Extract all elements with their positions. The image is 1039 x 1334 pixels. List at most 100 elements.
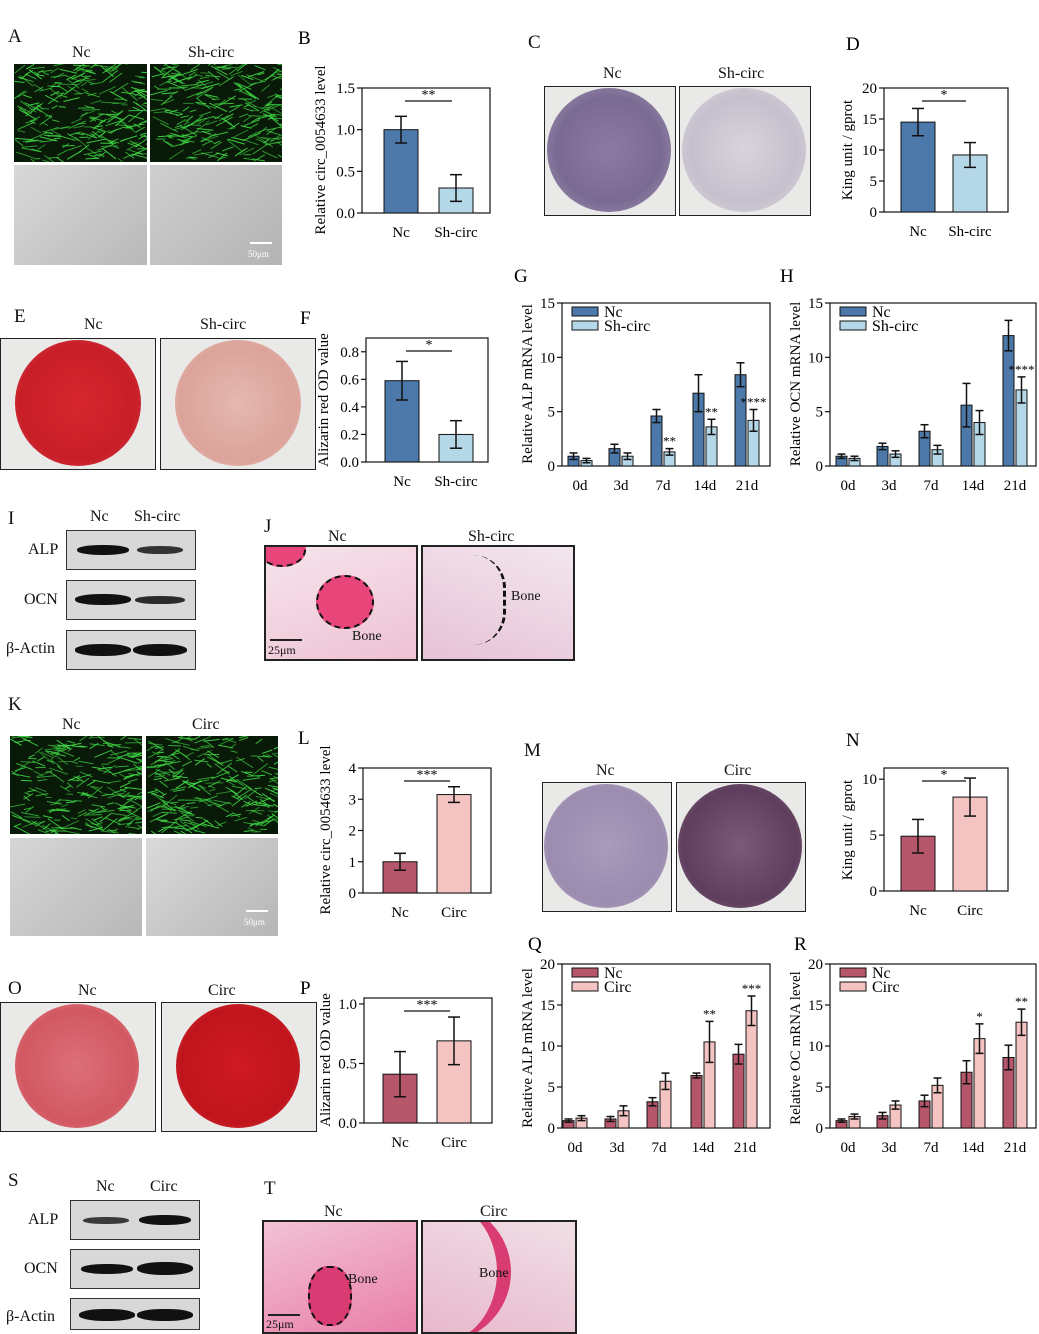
x-tick-label: 0d <box>573 478 589 494</box>
y-tick-label: 10 <box>862 143 877 159</box>
x-tick-label: Sh-circ <box>434 474 478 490</box>
bar <box>735 375 746 466</box>
bar <box>437 795 471 893</box>
x-tick-label: 21d <box>1004 478 1027 494</box>
panel-letter-p: P <box>300 978 311 999</box>
y-tick-label: 1.5 <box>336 81 355 97</box>
y-tick-label: 1.0 <box>336 123 355 139</box>
significance-label: * <box>426 338 433 353</box>
x-tick-label: 3d <box>610 1140 626 1156</box>
significance-label: ** <box>1015 994 1028 1009</box>
significance-label: *** <box>742 981 762 996</box>
y-tick-label: 4 <box>349 761 357 777</box>
x-tick-label: 0d <box>841 478 857 494</box>
x-tick-label: Nc <box>393 474 411 490</box>
x-tick-label: 14d <box>962 1140 985 1156</box>
bar <box>1016 1022 1027 1128</box>
x-tick-label: 14d <box>692 1140 715 1156</box>
y-axis-label: Relative OCN mRNA level <box>788 302 804 467</box>
y-tick-label: 0.6 <box>340 372 359 388</box>
x-tick-label: 0d <box>568 1140 584 1156</box>
x-tick-label: 14d <box>694 478 717 494</box>
legend-swatch <box>572 307 598 316</box>
x-tick-label: 3d <box>614 478 630 494</box>
y-tick-label: 15 <box>862 112 877 128</box>
x-tick-label: Nc <box>909 224 927 240</box>
x-tick-label: 21d <box>1004 1140 1027 1156</box>
significance-label: ** <box>703 1006 716 1021</box>
x-tick-label: 7d <box>656 478 672 494</box>
significance-label: * <box>941 768 948 783</box>
significance-label: *** <box>417 998 438 1013</box>
y-tick-label: 5 <box>548 405 556 421</box>
y-tick-label: 0 <box>870 205 878 221</box>
y-tick-label: 20 <box>862 81 877 97</box>
y-tick-label: 0.5 <box>336 164 355 180</box>
legend-swatch <box>840 307 866 316</box>
y-tick-label: 20 <box>808 957 823 973</box>
y-tick-label: 5 <box>548 1080 556 1096</box>
x-tick-label: 3d <box>882 478 898 494</box>
y-tick-label: 5 <box>816 1080 824 1096</box>
significance-label: ** <box>663 434 676 449</box>
x-tick-label: 14d <box>962 478 985 494</box>
x-tick-label: 0d <box>841 1140 857 1156</box>
y-tick-label: 0 <box>548 459 556 475</box>
bar <box>1003 336 1014 466</box>
legend-label: Circ <box>604 979 632 996</box>
bar <box>691 1076 702 1128</box>
x-tick-label: Sh-circ <box>434 225 478 241</box>
y-axis-label: Relative circ_0054633 level <box>313 65 329 234</box>
y-tick-label: 10 <box>808 1039 823 1055</box>
significance-label: *** <box>417 768 438 783</box>
panel-letter-q: Q <box>528 934 542 955</box>
x-tick-label: 3d <box>882 1140 898 1156</box>
significance-label: ** <box>705 404 718 419</box>
y-tick-label: 10 <box>540 350 555 366</box>
y-axis-label: Alizarin red OD value <box>316 333 332 467</box>
x-tick-label: Nc <box>909 903 927 919</box>
legend-label: Sh-circ <box>872 318 918 335</box>
bar <box>651 416 662 466</box>
x-tick-label: 21d <box>736 478 759 494</box>
y-tick-label: 0.0 <box>340 455 359 471</box>
y-axis-label: King unit / gprot <box>840 779 856 880</box>
legend-swatch <box>572 968 598 977</box>
panel-letter-l: L <box>298 728 310 749</box>
significance-label: * <box>976 1009 983 1024</box>
x-tick-label: Circ <box>441 905 467 921</box>
y-tick-label: 0.8 <box>340 345 359 361</box>
y-tick-label: 15 <box>808 296 823 312</box>
y-tick-label: 5 <box>816 405 824 421</box>
legend-label: Circ <box>872 979 900 996</box>
legend-swatch <box>840 968 866 977</box>
y-tick-label: 0.0 <box>336 206 355 222</box>
panel-letter-f: F <box>300 308 311 329</box>
y-tick-label: 15 <box>540 998 555 1014</box>
y-tick-label: 0.5 <box>338 1056 357 1072</box>
panel-letter-d: D <box>846 34 860 55</box>
y-tick-label: 0 <box>349 886 357 902</box>
y-tick-label: 0.4 <box>340 400 359 416</box>
y-tick-label: 20 <box>540 957 555 973</box>
legend-swatch <box>840 321 866 330</box>
y-tick-label: 15 <box>540 296 555 312</box>
y-tick-label: 10 <box>540 1039 555 1055</box>
x-tick-label: 21d <box>734 1140 757 1156</box>
y-tick-label: 15 <box>808 998 823 1014</box>
y-tick-label: 0 <box>816 459 824 475</box>
legend-swatch <box>840 982 866 991</box>
y-tick-label: 0 <box>816 1121 824 1137</box>
legend-label: Sh-circ <box>604 318 650 335</box>
x-tick-label: Circ <box>441 1135 467 1151</box>
y-tick-label: 1 <box>349 855 357 871</box>
